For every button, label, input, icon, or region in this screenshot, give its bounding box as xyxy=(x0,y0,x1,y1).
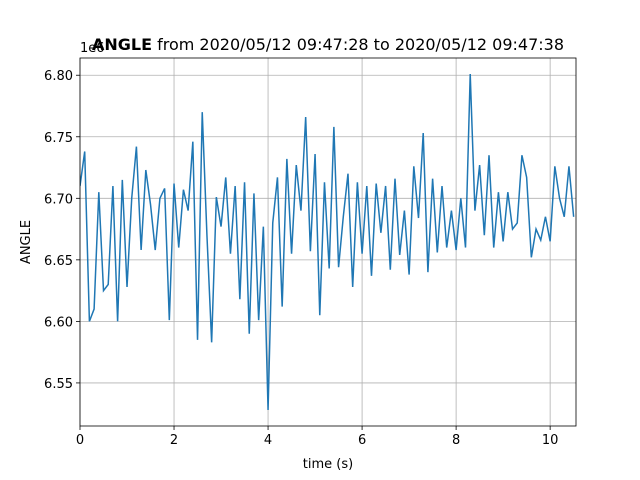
y-tick-label: 6.60 xyxy=(44,315,73,330)
data-line xyxy=(80,73,575,411)
x-tick-label: 10 xyxy=(542,433,559,448)
x-tick-label: 0 xyxy=(76,433,84,448)
x-axis-label: time (s) xyxy=(303,457,353,472)
y-tick-label: 6.80 xyxy=(44,69,73,84)
y-tick-label: 6.65 xyxy=(44,254,73,269)
plot-frame xyxy=(79,57,577,427)
x-tick-label: 2 xyxy=(170,433,178,448)
y-tick-label: 6.55 xyxy=(44,377,73,392)
y-tick-label: 6.75 xyxy=(44,131,73,146)
title: ANGLE from 2020/05/12 09:47:28 to 2020/0… xyxy=(92,35,564,54)
x-tick-label: 6 xyxy=(358,433,366,448)
x-tick-label: 8 xyxy=(452,433,460,448)
y-axis-label: ANGLE xyxy=(19,220,34,264)
x-tick-label: 4 xyxy=(264,433,272,448)
title-bold: ANGLE xyxy=(92,35,152,54)
y-tick-label: 6.70 xyxy=(44,192,73,207)
offset-text: 1e6 xyxy=(80,41,105,56)
title-rest: from 2020/05/12 09:47:28 to 2020/05/12 0… xyxy=(157,35,564,54)
